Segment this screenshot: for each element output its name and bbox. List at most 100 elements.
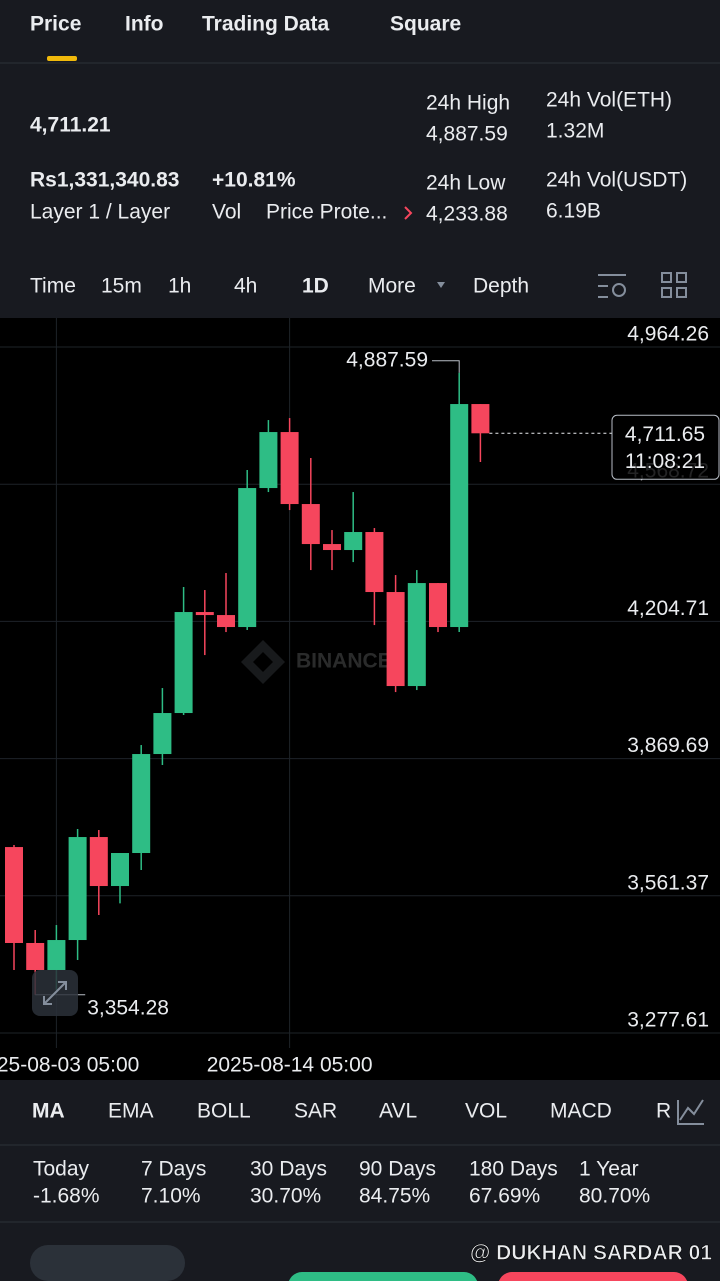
candle-body [386,592,405,687]
high-label: 4,887.59 [346,348,428,371]
indicator-tab[interactable]: SAR [294,1100,337,1123]
tab[interactable]: Info [125,13,163,36]
interval-tab[interactable]: Depth [473,275,529,298]
header-bg [0,0,720,318]
y-tick-label: 4,964.26 [627,323,709,346]
settings-icon[interactable] [598,274,626,298]
period-label: 90 Days [359,1158,436,1181]
candle-body [89,837,108,887]
period-value: 84.75% [359,1185,430,1208]
candle-body [280,432,299,505]
candle-body [153,713,172,755]
last-price-label: 4,711.65 [625,423,705,446]
candle-body [238,488,257,628]
active-tab-indicator [47,56,77,61]
interval-tab[interactable]: 1h [168,275,191,298]
period-label: 1 Year [579,1158,639,1181]
indicator-tab[interactable]: VOL [465,1100,507,1123]
watermark-logo: BINANCE [241,640,392,684]
candle-body [5,847,23,943]
indicator-tab[interactable]: BOLL [197,1100,251,1123]
period-value: 67.69% [469,1185,540,1208]
interval-tab[interactable]: More [368,275,416,298]
price: 4,711.21 [30,114,111,137]
y-tick-label: 3,869.69 [627,734,709,757]
indicator-tab[interactable]: R [656,1100,671,1123]
watermark-text: BINANCE [296,650,392,673]
logo [241,640,285,684]
tag[interactable]: Price Prote... [266,201,387,224]
tab[interactable]: Trading Data [202,13,330,36]
layout-icon[interactable] [661,272,687,298]
candle-body [132,754,151,854]
period-value: 7.10% [141,1185,201,1208]
y-tick-label: 3,561.37 [627,871,709,894]
candle-body [217,615,235,628]
indicator-tab[interactable]: EMA [108,1100,154,1123]
low-label: 3,354.28 [87,996,169,1019]
candle-body [407,583,426,687]
candle-body [323,544,341,551]
stat-value: 4,233.88 [426,203,508,226]
candle-body [68,837,87,941]
buy-button[interactable] [288,1272,478,1281]
price-change: +10.81% [212,169,296,192]
x-tick-label: 2025-08-14 05:00 [207,1054,373,1077]
period-value: 80.70% [579,1185,650,1208]
chevron-icon[interactable] [404,206,413,220]
period-label: 30 Days [250,1158,327,1181]
candle-body [365,532,384,593]
chart-bg [0,318,720,1080]
interval-tab[interactable]: Time [30,275,76,298]
candle-body [301,504,320,545]
input-bar[interactable] [30,1245,185,1281]
interval-tab[interactable]: 15m [101,275,142,298]
candle-body [174,612,193,714]
chart: 3,277.613,561.373,869.694,204.714,568.72… [0,318,720,1077]
period-label: Today [33,1158,90,1181]
candle-body [471,404,490,434]
stat-label: 24h Vol(USDT) [546,169,687,192]
candle-body [450,404,469,628]
period-value: -1.68% [33,1185,100,1208]
candle-body [47,940,66,970]
tag[interactable]: Layer 1 / Layer [30,201,170,224]
stat-value: 1.32M [546,120,604,143]
candle-body [111,853,129,887]
period-label: 7 Days [141,1158,206,1181]
y-tick-label: 3,277.61 [627,1009,709,1032]
stat-label: 24h Low [426,172,506,195]
period-label: 180 Days [469,1158,558,1181]
watermark: @ DUKHAN SARDAR 01 [470,1242,712,1265]
candle-body [429,583,447,628]
high-pointer [432,360,460,373]
candle-body [195,612,214,616]
tab[interactable]: Square [390,13,461,36]
period-value: 30.70% [250,1185,321,1208]
interval-tab[interactable]: 4h [234,275,257,298]
expand-icon [43,981,67,1005]
candle-body [259,432,278,489]
indicator-tab[interactable]: MA [32,1100,65,1123]
interval-tab[interactable]: 1D [302,275,329,298]
last-price-box [611,414,720,480]
stat-value: 4,887.59 [426,123,508,146]
indicator-tab[interactable]: MACD [550,1100,612,1123]
countdown-label: 11:08:21 [625,450,705,473]
dropdown-icon[interactable] [437,282,445,288]
sell-button[interactable] [498,1272,688,1281]
chart-tool-icon[interactable] [677,1099,704,1125]
tab[interactable]: Price [30,13,81,36]
x-tick-label: 2025-08-03 05:00 [0,1054,139,1077]
indicator-tab[interactable]: AVL [379,1100,417,1123]
stat-label: 24h Vol(ETH) [546,89,672,112]
price-local: Rs1,331,340.83 [30,169,179,192]
candle-body [344,532,363,551]
tag[interactable]: Vol [212,201,241,224]
candle-body [26,942,45,970]
stat-label: 24h High [426,92,510,115]
stat-value: 6.19B [546,200,601,223]
y-tick-label: 4,204.71 [627,597,709,620]
